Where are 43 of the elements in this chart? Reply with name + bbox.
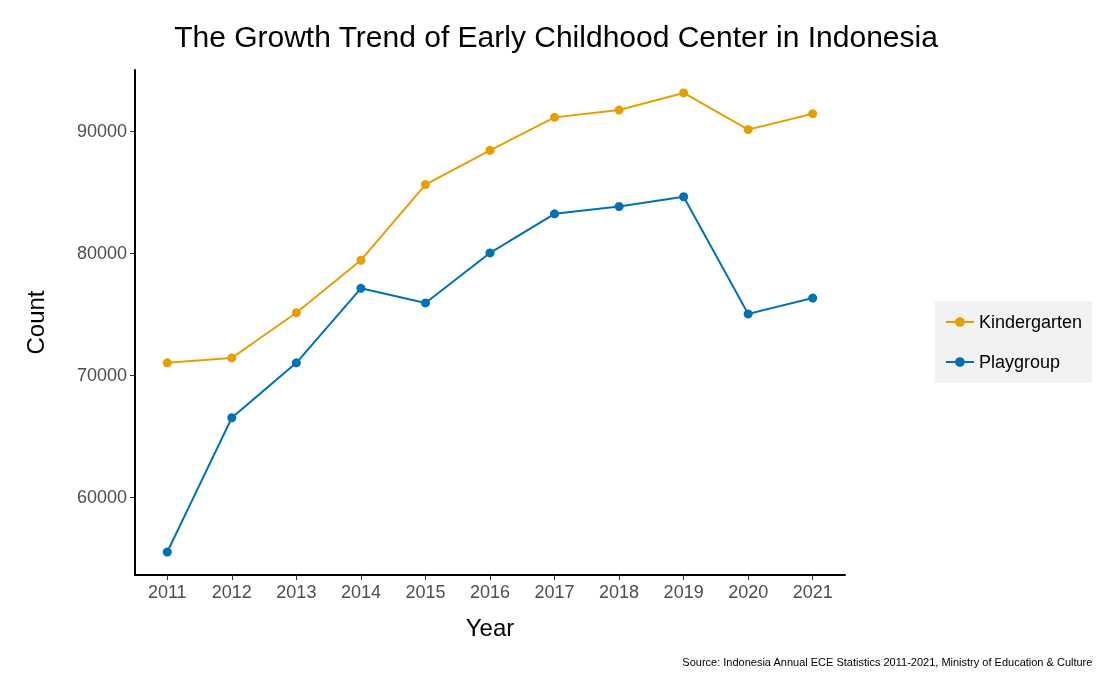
point — [679, 192, 689, 202]
x-tick-label: 2016 — [469, 582, 511, 602]
x-tick-label: 2014 — [340, 582, 381, 602]
y-tick-label: 60000 — [76, 487, 127, 508]
point — [485, 145, 495, 155]
x-tick-label: 2020 — [728, 582, 769, 602]
point — [162, 358, 172, 368]
point — [550, 112, 560, 122]
point — [420, 180, 430, 190]
x-tick-label: 2012 — [211, 582, 252, 602]
point — [162, 547, 172, 557]
x-tick-label: 2013 — [276, 582, 317, 602]
point — [743, 309, 753, 319]
y-tick-label: 70000 — [76, 365, 127, 385]
y-axis-title: Count — [21, 290, 49, 355]
point — [679, 88, 689, 98]
point — [227, 413, 237, 423]
point — [356, 255, 366, 265]
chart-title: The Growth Trend of Early Childhood Center in Indonesia — [174, 19, 939, 53]
point — [227, 353, 237, 363]
legend-label: Kindergarten — [978, 312, 1083, 332]
point — [743, 125, 753, 135]
x-tick-label: 2011 — [147, 582, 187, 602]
source-note: Source: Indonesia Annual ECE Statistics 2011-2021, Ministry of Education & Culture — [682, 655, 1093, 668]
point — [291, 358, 301, 368]
point — [614, 202, 624, 211]
point — [808, 109, 818, 119]
x-tick-label: 2018 — [599, 582, 640, 602]
point — [808, 293, 818, 303]
point — [356, 283, 366, 293]
x-axis-title: Year — [465, 613, 515, 641]
point — [485, 248, 495, 258]
x-tick-label: 2021 — [792, 582, 833, 602]
point — [614, 105, 624, 115]
y-tick-label: 90000 — [76, 120, 127, 141]
x-tick-label: 2017 — [534, 582, 575, 602]
point — [291, 308, 301, 318]
x-tick-label: 2015 — [405, 582, 446, 602]
x-tick-label: 2019 — [663, 582, 704, 602]
y-tick-label: 80000 — [76, 242, 127, 263]
point — [420, 298, 430, 308]
point — [550, 209, 560, 219]
legend-label: Playgroup — [978, 352, 1060, 372]
